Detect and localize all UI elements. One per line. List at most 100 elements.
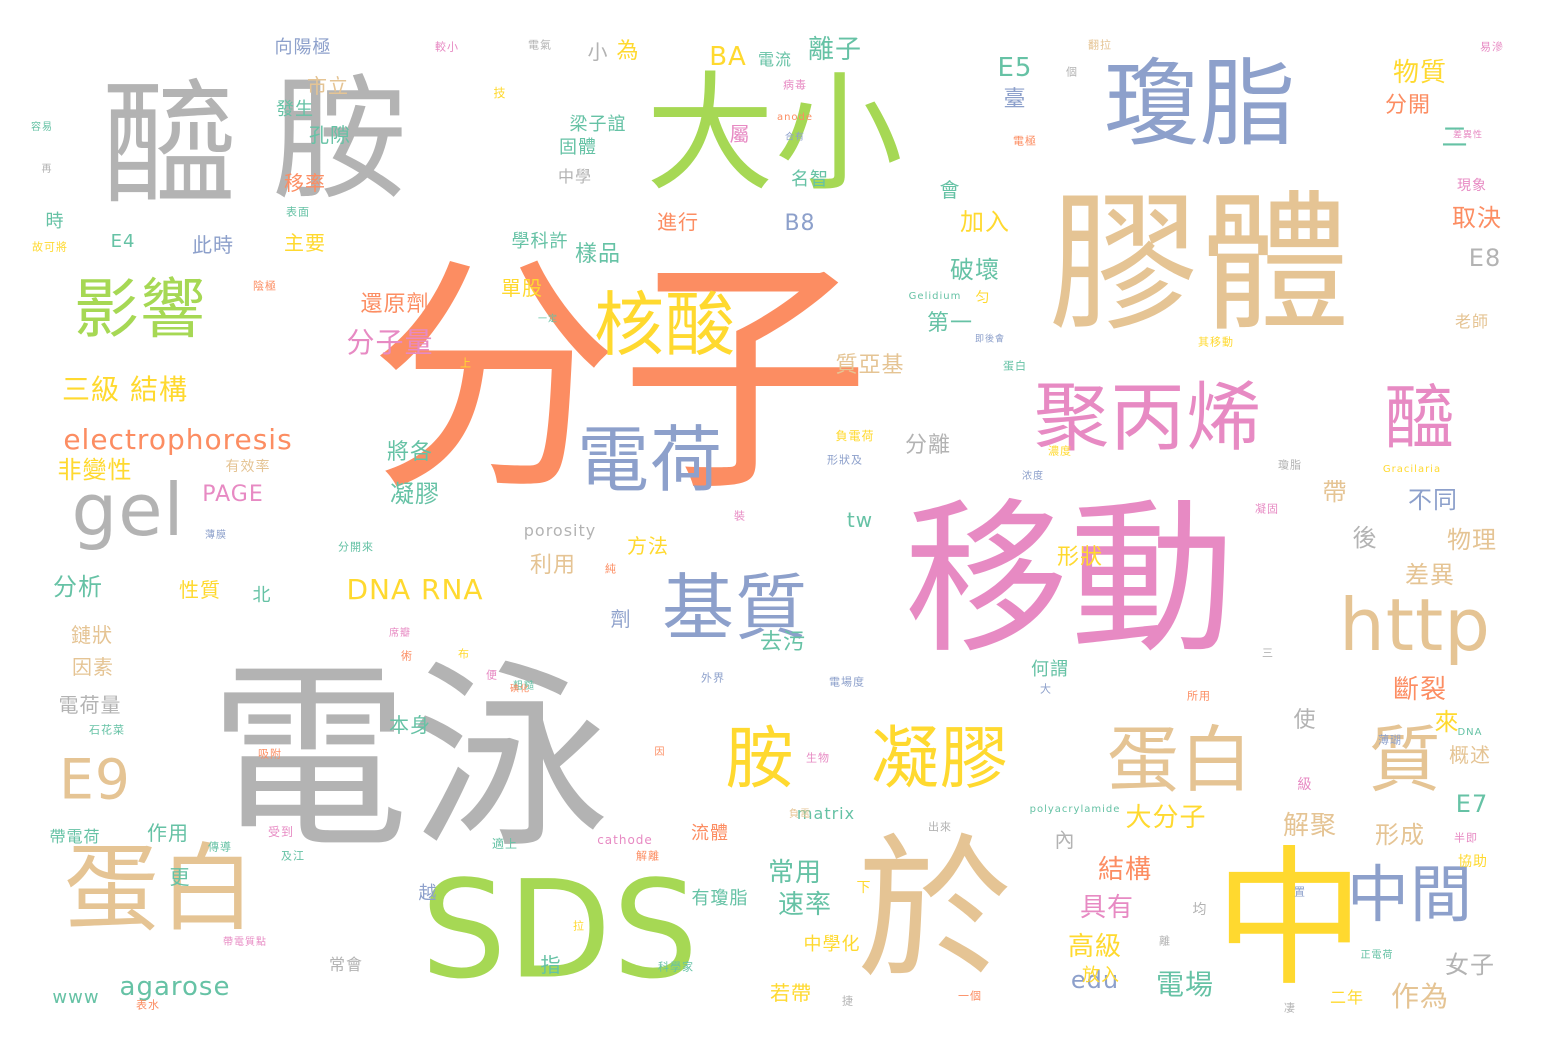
- cloud-word: 正電荷: [1360, 950, 1394, 961]
- cloud-word: 拉: [573, 919, 585, 933]
- cloud-word: 膠體: [1048, 178, 1352, 352]
- cloud-word: 蛋白: [1003, 359, 1027, 373]
- cloud-word: 一: [1446, 959, 1458, 973]
- cloud-word: BA: [709, 42, 747, 72]
- cloud-word: cathode: [597, 833, 653, 847]
- cloud-word: 因素: [72, 655, 114, 679]
- cloud-word: E8: [1468, 244, 1502, 272]
- cloud-word: 醯: [102, 66, 238, 224]
- cloud-word: 主要: [284, 231, 326, 255]
- cloud-word: 濃度: [1048, 444, 1072, 458]
- cloud-word: 陰極: [253, 279, 277, 293]
- cloud-word: 物理: [1447, 526, 1497, 554]
- cloud-word: DNA RNA: [346, 573, 484, 606]
- cloud-word: 第一: [926, 311, 974, 336]
- cloud-word: 越: [418, 883, 438, 904]
- cloud-word: 捷: [842, 994, 854, 1008]
- cloud-word: 外界: [701, 671, 725, 685]
- cloud-word: 名智: [791, 169, 829, 190]
- cloud-word: 吸附: [258, 747, 282, 761]
- cloud-word: 均: [1192, 902, 1208, 918]
- cloud-word: 速率: [777, 890, 833, 920]
- cloud-word: anode: [776, 112, 814, 123]
- cloud-word: 現象: [1457, 178, 1487, 194]
- cloud-word: 影響: [73, 272, 207, 348]
- cloud-word: E5: [997, 53, 1033, 83]
- cloud-word: 便: [486, 668, 498, 682]
- cloud-word: 純: [605, 562, 617, 576]
- cloud-word: 加入: [960, 208, 1010, 236]
- cloud-word: 作為: [1390, 980, 1450, 1013]
- cloud-word: 梁子誼: [569, 114, 627, 135]
- cloud-word: 薄膜: [205, 530, 227, 541]
- cloud-word: DNA: [1457, 727, 1483, 738]
- cloud-word: 一定: [537, 314, 559, 325]
- cloud-word: 三: [1262, 646, 1274, 660]
- cloud-word: 凄: [1284, 1001, 1296, 1015]
- cloud-word: 小: [587, 40, 609, 64]
- cloud-word: 術: [401, 649, 413, 663]
- cloud-word: 差異性: [1452, 130, 1484, 141]
- cloud-word: 發生: [276, 99, 314, 120]
- cloud-word: porosity: [523, 521, 597, 540]
- cloud-word: 二: [1441, 123, 1469, 153]
- cloud-word: 中學: [557, 167, 593, 186]
- cloud-word: 時: [45, 211, 65, 232]
- cloud-word: 傳導: [208, 840, 232, 854]
- cloud-word: 級: [1297, 777, 1313, 793]
- cloud-word: 中: [1214, 833, 1366, 1007]
- cloud-word: 瓊脂: [1278, 458, 1302, 472]
- cloud-word: 電流: [757, 50, 793, 69]
- cloud-word: 電場度: [829, 675, 865, 689]
- cloud-word: 出來: [928, 820, 952, 834]
- cloud-word: 來: [1434, 708, 1460, 736]
- cloud-word: 有瓊脂: [691, 888, 749, 909]
- cloud-word: 電荷量: [58, 693, 122, 717]
- cloud-word: 因: [654, 747, 666, 758]
- cloud-word: 移動: [904, 483, 1236, 676]
- cloud-word: 二年: [1329, 988, 1365, 1007]
- cloud-word: 粗糙: [513, 681, 535, 692]
- cloud-word: gel: [71, 468, 185, 552]
- cloud-word: E7: [1455, 790, 1489, 818]
- cloud-word: 大小: [645, 60, 905, 209]
- cloud-word: tw: [846, 508, 874, 532]
- cloud-word: 大: [1040, 682, 1052, 696]
- cloud-word: 適上: [491, 837, 519, 851]
- cloud-word: 不同: [1408, 486, 1458, 514]
- cloud-word: matrix: [796, 804, 856, 823]
- cloud-word: 固體: [559, 137, 597, 158]
- cloud-word: 本身: [389, 713, 431, 737]
- cloud-word: 為: [616, 39, 640, 64]
- cloud-word: 帶: [1322, 478, 1348, 506]
- cloud-word: SDS: [420, 851, 700, 1009]
- cloud-word: PAGE: [202, 482, 264, 507]
- cloud-word: 北: [252, 585, 272, 606]
- cloud-word: 醯: [1384, 377, 1456, 459]
- cloud-word: 凝固: [1255, 502, 1279, 516]
- cloud-word: 學科許: [511, 231, 569, 252]
- cloud-word: 老師: [1454, 312, 1490, 331]
- cloud-word: 負電: [789, 809, 811, 820]
- cloud-word: 還原劑: [360, 292, 430, 317]
- cloud-word: 帶電荷: [49, 827, 101, 846]
- cloud-word: 分析: [53, 573, 103, 601]
- cloud-word: 瓊脂: [1103, 49, 1297, 160]
- cloud-word: 質: [1368, 718, 1442, 802]
- cloud-word: 即後會: [974, 334, 1006, 345]
- cloud-word: 內: [1054, 828, 1076, 852]
- cloud-word: 非變性: [57, 456, 133, 484]
- cloud-word: 半即: [1454, 831, 1478, 845]
- cloud-word: 形成: [1375, 821, 1425, 849]
- cloud-word: 胺: [725, 720, 795, 799]
- cloud-word: 匀: [975, 290, 991, 306]
- cloud-word: 何謂: [1031, 659, 1069, 680]
- cloud-word: 核酸: [594, 284, 736, 366]
- cloud-word: 大分子: [1125, 803, 1207, 833]
- cloud-word: 易滲: [1480, 40, 1504, 54]
- cloud-word: 容易: [31, 122, 53, 133]
- cloud-word: 合有: [784, 132, 806, 143]
- cloud-word: 形狀及: [827, 453, 863, 467]
- cloud-word: 生物: [806, 751, 830, 765]
